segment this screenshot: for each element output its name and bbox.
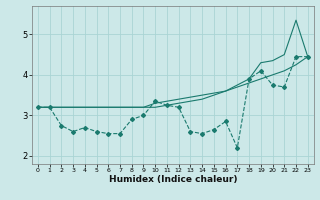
X-axis label: Humidex (Indice chaleur): Humidex (Indice chaleur) [108, 175, 237, 184]
